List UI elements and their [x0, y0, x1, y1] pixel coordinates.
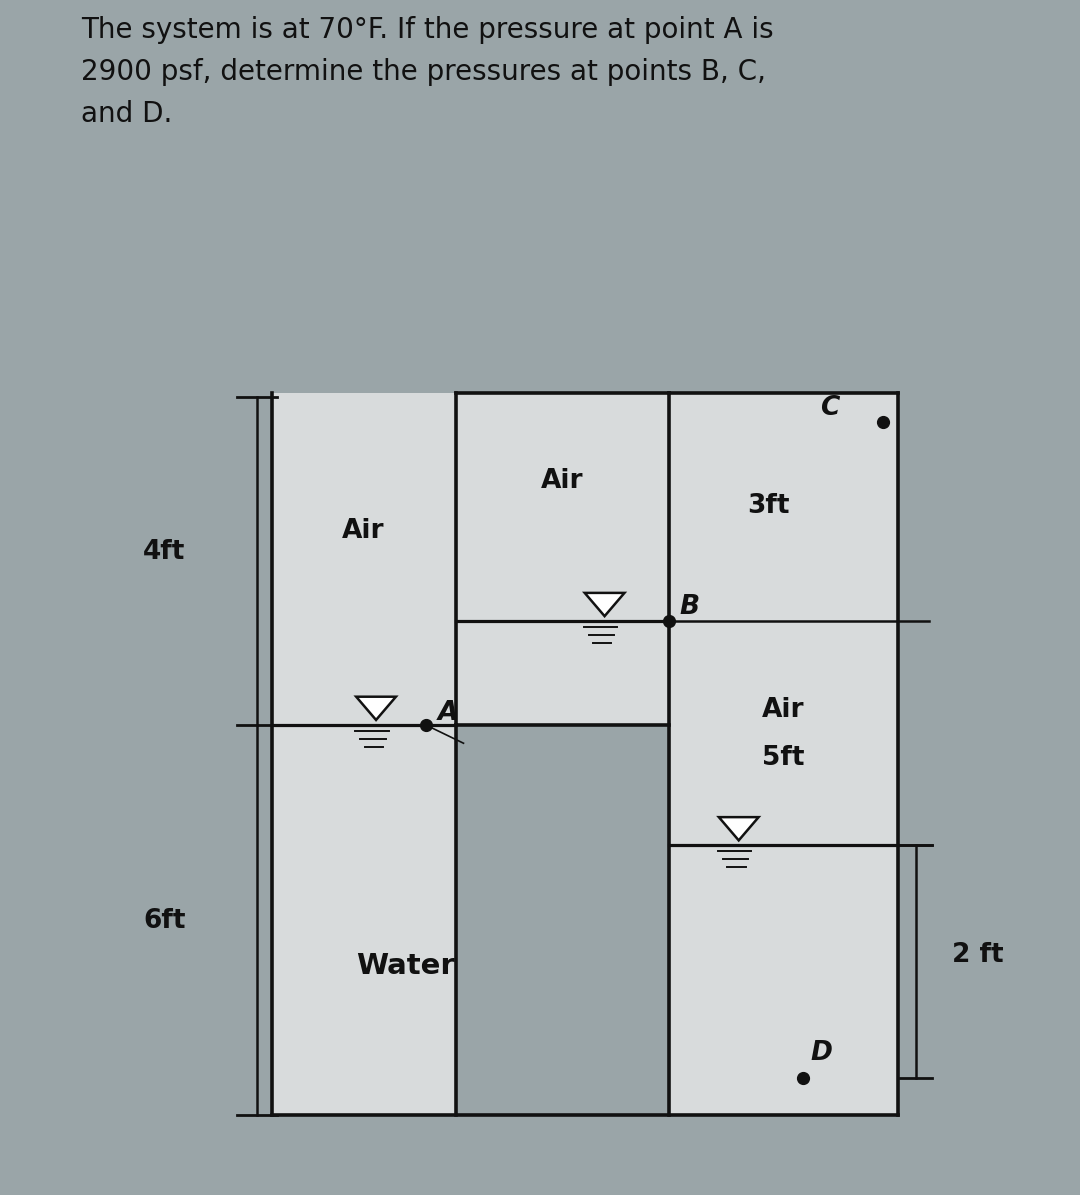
Point [417, 716, 434, 735]
Polygon shape [719, 817, 758, 840]
Text: B: B [679, 594, 699, 620]
Text: C: C [820, 396, 839, 421]
Polygon shape [356, 697, 396, 719]
Text: Air: Air [762, 697, 805, 723]
Polygon shape [584, 593, 624, 617]
Text: The system is at 70°F. If the pressure at point A is
2900 psf, determine the pre: The system is at 70°F. If the pressure a… [81, 16, 773, 128]
Text: Air: Air [342, 519, 384, 544]
Text: Water: Water [356, 952, 456, 980]
Bar [272, 393, 456, 1115]
Text: 2 ft: 2 ft [953, 942, 1004, 968]
Bar [456, 393, 670, 725]
Text: D: D [810, 1040, 832, 1066]
Text: 5ft: 5ft [762, 744, 805, 771]
Point [661, 612, 678, 631]
Text: A: A [437, 700, 458, 727]
Text: Air: Air [541, 468, 583, 495]
Text: 3ft: 3ft [747, 494, 789, 519]
Point [795, 1068, 812, 1087]
Point [874, 412, 891, 431]
Text: 4ft: 4ft [144, 539, 186, 565]
Text: 6ft: 6ft [144, 908, 186, 934]
Bar [670, 393, 897, 1115]
